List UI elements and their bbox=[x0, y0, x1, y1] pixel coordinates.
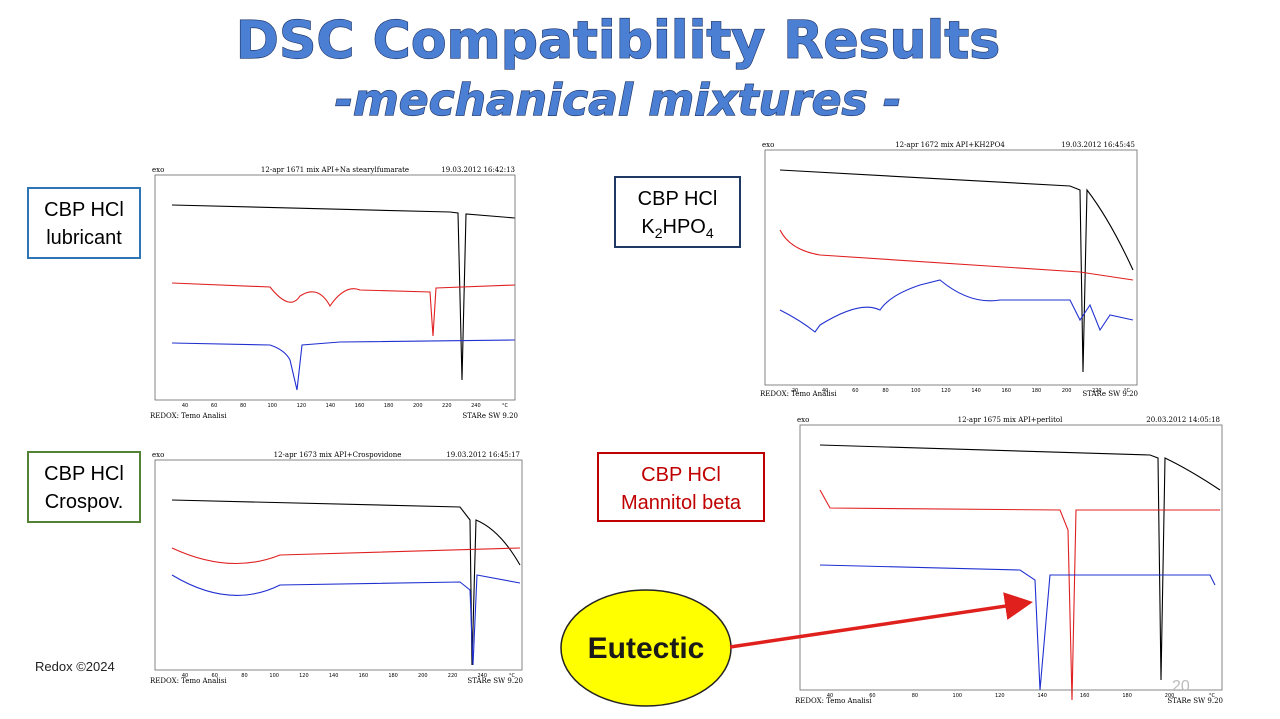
x-tick-label: °C bbox=[509, 673, 516, 679]
formula-subscript: 2 bbox=[655, 225, 663, 241]
x-tick-label: 60 bbox=[211, 403, 217, 409]
plot-footer-right: STARe SW 9.20 bbox=[462, 412, 518, 420]
x-tick-label: 40 bbox=[182, 403, 188, 409]
plot-date: 19.03.2012 16:42:13 bbox=[441, 166, 515, 174]
x-tick-label: 80 bbox=[240, 403, 246, 409]
thermogram-curves bbox=[819, 444, 1221, 701]
x-tick-label: 160 bbox=[1080, 693, 1090, 699]
x-tick-label: 100 bbox=[267, 403, 277, 409]
x-tick-label: 240 bbox=[471, 403, 481, 409]
x-tick-label: 220 bbox=[448, 673, 458, 679]
x-tick-label: 80 bbox=[912, 693, 918, 699]
formula-part: HPO bbox=[663, 216, 706, 238]
plot-header: 12-apr 1672 mix API+KH2PO4 bbox=[895, 141, 1005, 149]
x-tick-label: 240 bbox=[477, 673, 487, 679]
plot-date: 20.03.2012 14:05:18 bbox=[1146, 416, 1220, 424]
slide-subtitle: -mechanical mixtures - bbox=[335, 75, 902, 126]
label-line: Crospov. bbox=[45, 491, 124, 513]
plot-footer-right: STARe SW 9.20 bbox=[1082, 390, 1138, 398]
x-tick-label: 200 bbox=[1062, 388, 1072, 394]
x-tick-label: 60 bbox=[869, 693, 875, 699]
plot-frame bbox=[799, 424, 1223, 691]
label-box bbox=[27, 451, 141, 523]
plot-header: 12-apr 1673 mix API+Crospovidone bbox=[274, 451, 402, 459]
label-box bbox=[27, 187, 141, 259]
label-line: CBP HCl bbox=[44, 463, 124, 485]
x-tick-label: 120 bbox=[299, 673, 309, 679]
plot-date: 19.03.2012 16:45:17 bbox=[446, 451, 520, 459]
x-tick-label: °C bbox=[502, 403, 509, 409]
exo-label: exo bbox=[762, 141, 774, 149]
x-tick-label: 160 bbox=[1001, 388, 1011, 394]
x-tick-label: 40 bbox=[822, 388, 828, 394]
x-tick-label: 120 bbox=[941, 388, 951, 394]
x-tick-label: 180 bbox=[1122, 693, 1132, 699]
x-tick-label: 140 bbox=[329, 673, 339, 679]
label-box bbox=[614, 176, 741, 248]
thermogram-curves bbox=[171, 499, 521, 666]
plot-footer-right: STARe SW 9.20 bbox=[467, 677, 523, 685]
formula-subscript: 4 bbox=[706, 225, 714, 241]
x-tick-label: 200 bbox=[1165, 693, 1175, 699]
x-tick-label: 100 bbox=[911, 388, 921, 394]
x-tick-label: °C bbox=[1209, 693, 1216, 699]
x-tick-label: 100 bbox=[953, 693, 963, 699]
x-tick-label: 220 bbox=[442, 403, 452, 409]
slide-title: DSC Compatibility Results bbox=[236, 11, 1000, 71]
label-line: lubricant bbox=[46, 227, 122, 249]
x-tick-label: 200 bbox=[413, 403, 423, 409]
thermogram-curves bbox=[171, 204, 516, 391]
plot-header: 12-apr 1671 mix API+Na stearylfumarate bbox=[261, 166, 409, 174]
x-tick-label: 20 bbox=[792, 388, 798, 394]
x-tick-label: 180 bbox=[1032, 388, 1042, 394]
label-line: Mannitol beta bbox=[621, 492, 742, 514]
footer: Redox ©2024 bbox=[35, 659, 115, 674]
x-tick-label: 60 bbox=[212, 673, 218, 679]
exo-label: exo bbox=[797, 416, 809, 424]
x-tick-label: 160 bbox=[355, 403, 365, 409]
page-number: 20 bbox=[1172, 678, 1190, 695]
label-line: K2HPO4 bbox=[641, 216, 713, 241]
plot-header: 12-apr 1675 mix API+perlitol bbox=[958, 416, 1063, 424]
x-tick-label: 140 bbox=[1037, 693, 1047, 699]
x-tick-label: 160 bbox=[359, 673, 369, 679]
x-tick-label: 40 bbox=[182, 673, 188, 679]
plot-frame bbox=[154, 174, 516, 401]
exo-label: exo bbox=[152, 451, 164, 459]
plot-footer-right: STARe SW 9.20 bbox=[1167, 697, 1223, 705]
plot-footer-left: REDOX: Temo Analisi bbox=[795, 697, 872, 705]
label-line: CBP HCl bbox=[44, 199, 124, 221]
plot-frame bbox=[764, 149, 1138, 386]
x-tick-label: 40 bbox=[827, 693, 833, 699]
x-tick-label: 80 bbox=[882, 388, 888, 394]
exo-label: exo bbox=[152, 166, 164, 174]
thermogram-curves bbox=[779, 169, 1134, 373]
x-tick-label: 120 bbox=[297, 403, 307, 409]
x-tick-label: 100 bbox=[269, 673, 279, 679]
plot-frame bbox=[154, 459, 523, 671]
x-tick-label: 180 bbox=[388, 673, 398, 679]
label-box bbox=[597, 452, 765, 522]
x-tick-label: °C bbox=[1124, 388, 1131, 394]
x-tick-label: 140 bbox=[326, 403, 336, 409]
x-tick-label: 120 bbox=[995, 693, 1005, 699]
plot-footer-left: REDOX: Temo Analisi bbox=[760, 390, 837, 398]
plot-date: 19.03.2012 16:45:45 bbox=[1061, 141, 1135, 149]
callout-text: Eutectic bbox=[588, 632, 705, 665]
x-tick-label: 80 bbox=[241, 673, 247, 679]
label-line: CBP HCl bbox=[638, 188, 718, 210]
x-tick-label: 140 bbox=[971, 388, 981, 394]
callout-arrow bbox=[729, 592, 1033, 649]
plot-footer-left: REDOX: Temo Analisi bbox=[150, 412, 227, 420]
plot-footer-left: REDOX: Temo Analisi bbox=[150, 677, 227, 685]
x-tick-label: 200 bbox=[418, 673, 428, 679]
label-line: CBP HCl bbox=[641, 464, 721, 486]
x-tick-label: 60 bbox=[852, 388, 858, 394]
x-tick-label: 220 bbox=[1092, 388, 1102, 394]
x-tick-label: 180 bbox=[384, 403, 394, 409]
formula-part: K bbox=[641, 216, 655, 238]
